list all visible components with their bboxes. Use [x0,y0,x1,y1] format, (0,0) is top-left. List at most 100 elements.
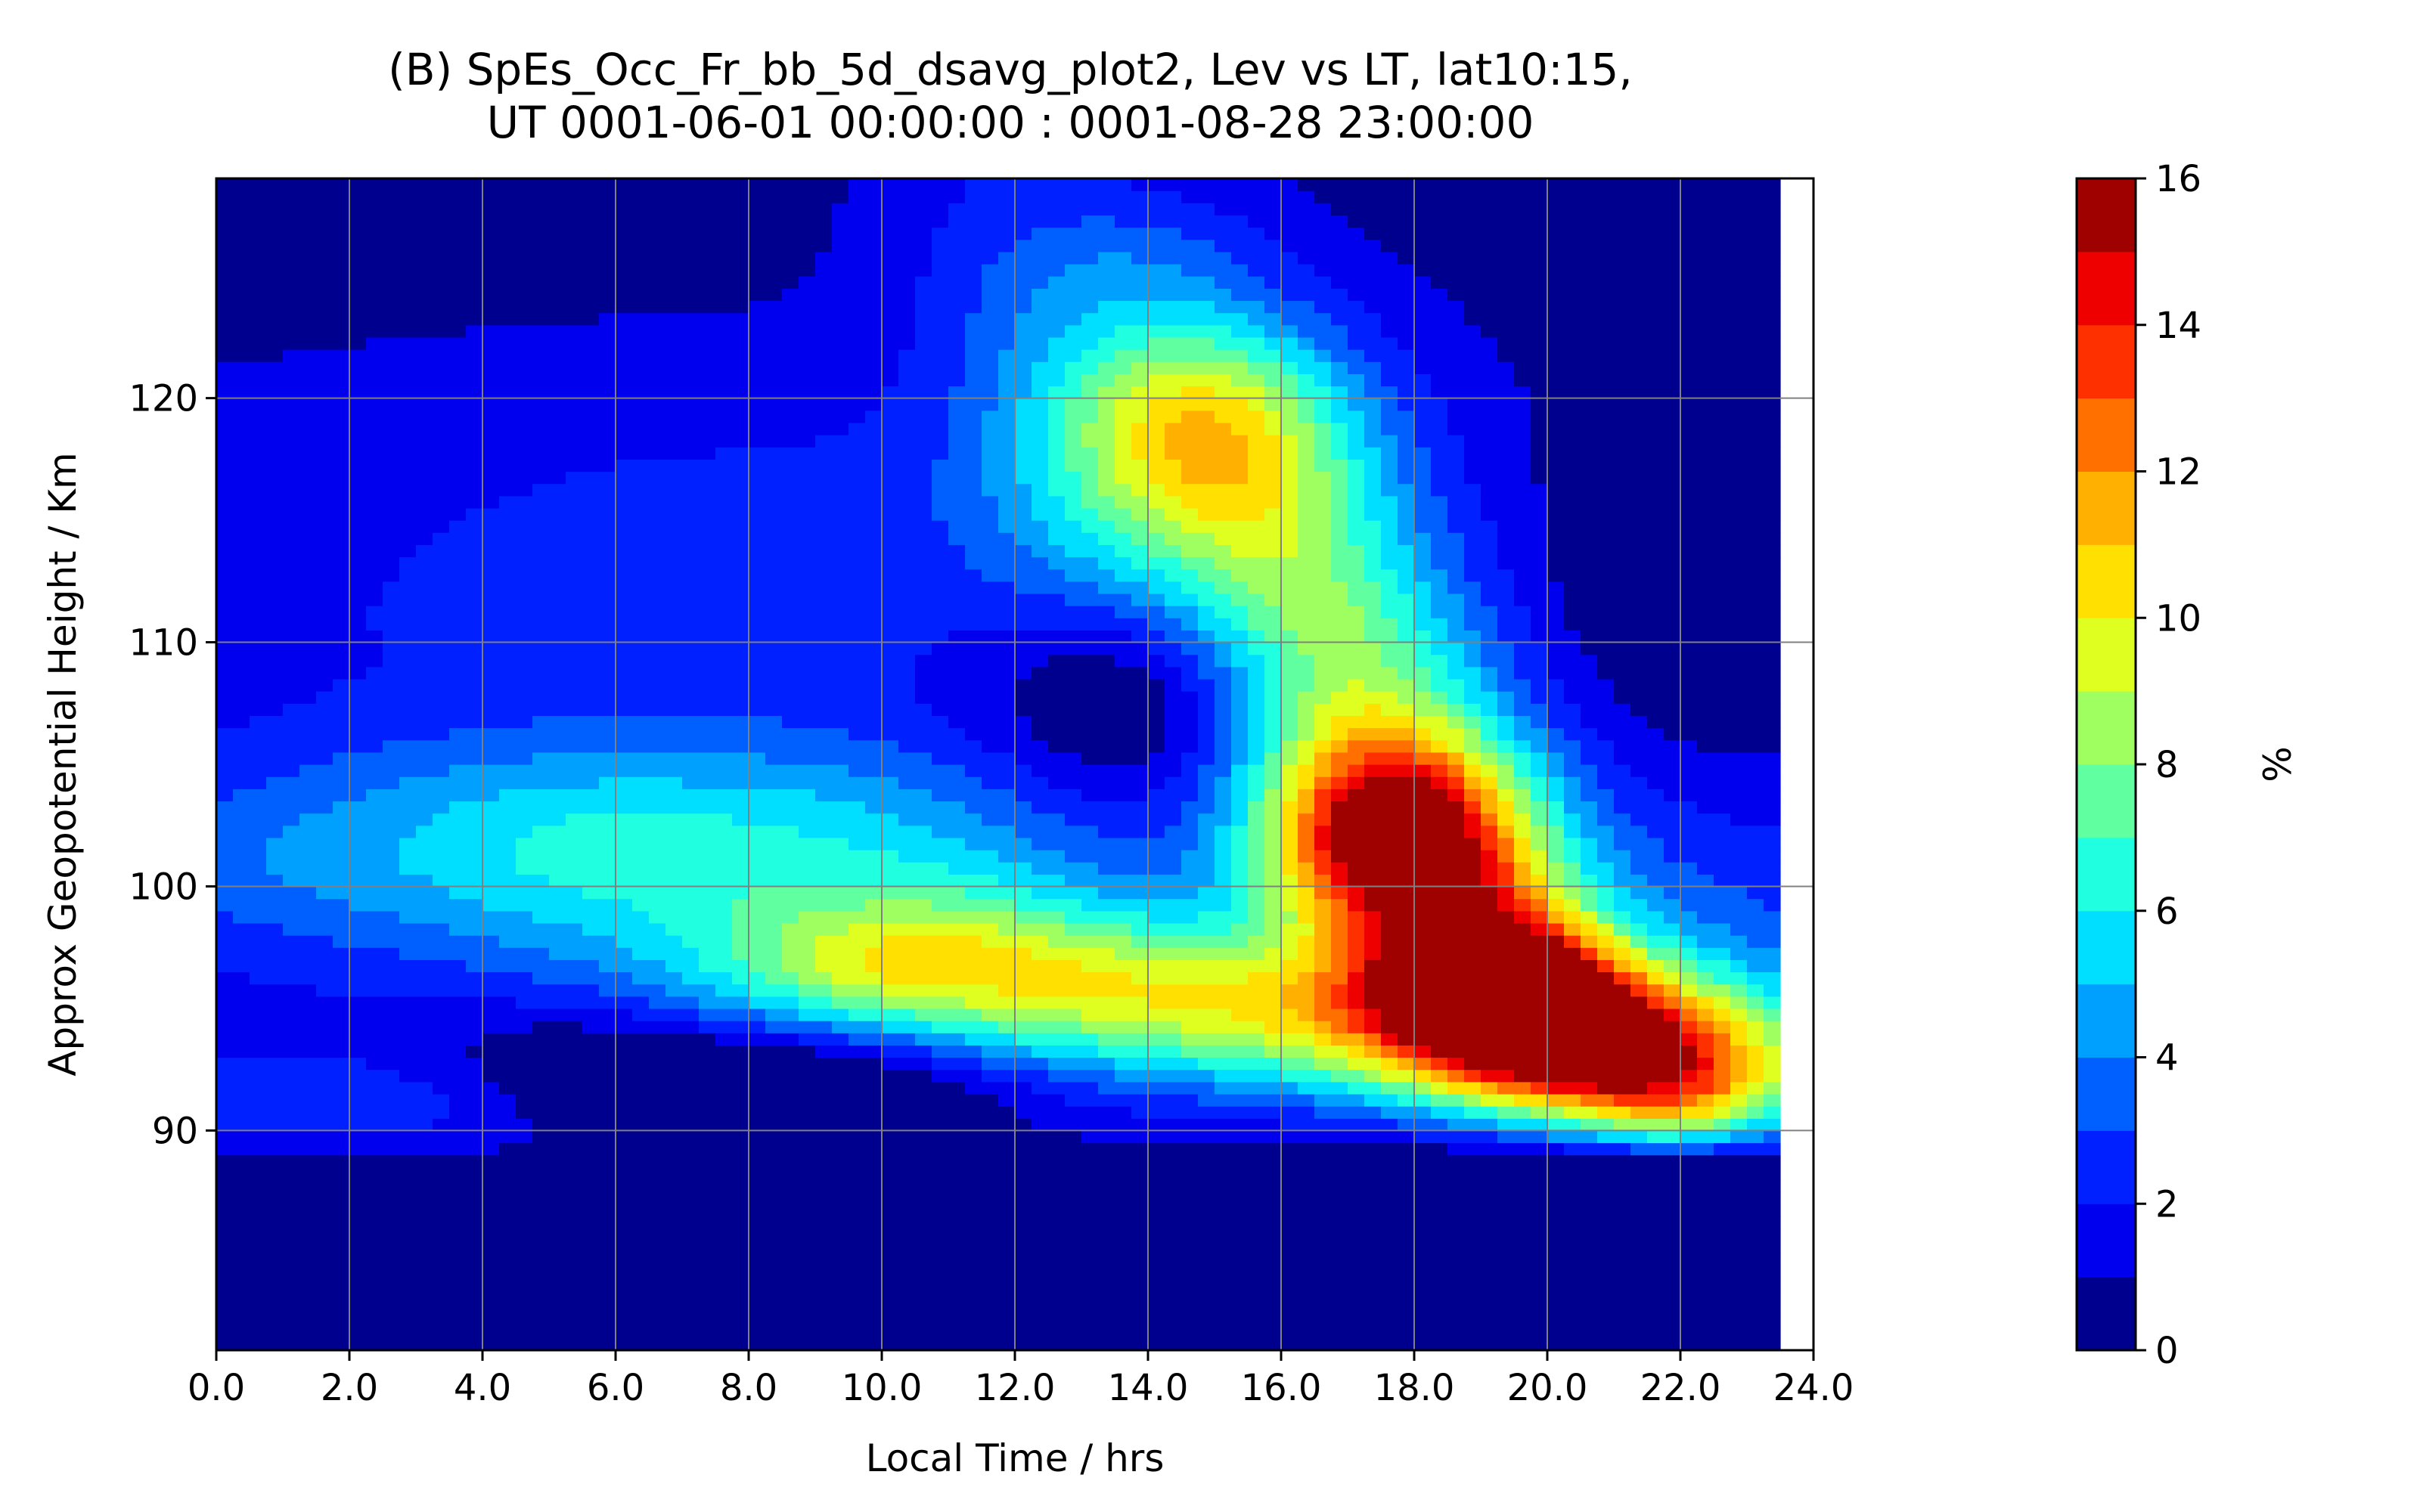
contour-cell [649,1093,666,1107]
contour-cell [682,191,700,203]
contour-cell [449,581,467,594]
contour-cell [932,227,949,240]
contour-cell [882,191,899,203]
contour-cell [266,422,284,435]
contour-cell [482,1228,500,1241]
contour-cell [1048,422,1066,435]
contour-cell [283,593,300,606]
contour-cell [732,751,749,765]
contour-cell [932,1252,949,1266]
contour-cell [1048,1118,1066,1131]
contour-cell [649,886,666,900]
contour-cell [250,288,267,302]
contour-cell [1048,1313,1066,1327]
contour-cell [799,1106,816,1119]
contour-cell [349,959,367,973]
contour-cell [449,874,467,888]
contour-cell [1015,1093,1032,1107]
contour-cell [832,764,849,777]
contour-cell [266,300,284,314]
contour-cell [782,654,799,668]
contour-cell [383,715,400,729]
contour-cell [466,422,483,435]
contour-cell [299,239,317,253]
contour-cell [482,349,500,362]
contour-cell [333,336,350,350]
contour-cell [1032,361,1049,374]
contour-cell [532,251,550,265]
contour-cell [732,642,749,655]
contour-cell [316,520,334,533]
contour-cell [599,203,616,216]
contour-cell [749,789,766,802]
contour-cell [1048,1021,1066,1033]
contour-cell [815,666,833,680]
contour-cell [1015,447,1032,460]
contour-cell [898,507,916,521]
contour-cell [882,349,899,362]
contour-cell [932,1008,949,1021]
contour-cell [715,483,733,497]
contour-cell [399,300,417,314]
contour-cell [433,789,450,802]
contour-cell [516,618,533,631]
contour-cell [516,361,533,374]
contour-cell [316,1191,334,1204]
contour-cell [250,556,267,570]
contour-cell [233,1008,250,1021]
contour-cell [333,239,350,253]
contour-cell [1015,1289,1032,1303]
contour-cell [832,203,849,216]
contour-cell [666,593,683,606]
contour-cell [815,361,833,374]
contour-cell [832,373,849,387]
contour-cell [982,520,999,533]
contour-cell [749,1216,766,1229]
contour-cell [898,1154,916,1168]
contour-cell [632,813,650,826]
contour-cell [299,191,317,203]
contour-cell [566,1045,583,1058]
contour-cell [998,618,1016,631]
contour-cell [932,312,949,326]
contour-cell [233,789,250,802]
contour-cell [316,264,334,277]
contour-cell [898,1142,916,1156]
contour-cell [682,459,700,472]
contour-cell [383,1337,400,1351]
contour-cell [216,1313,234,1327]
contour-cell [566,898,583,912]
contour-cell [216,1204,234,1216]
contour-cell [216,288,234,302]
contour-cell [666,654,683,668]
contour-cell [466,764,483,777]
contour-cell [649,739,666,753]
contour-cell [416,556,433,570]
contour-cell [449,1252,467,1266]
contour-cell [449,606,467,618]
contour-cell [799,532,816,545]
contour-cell [499,336,517,350]
contour-cell [466,410,483,423]
contour-cell [233,837,250,850]
contour-cell [599,825,616,838]
contour-cell [616,422,633,435]
contour-cell [699,239,716,253]
contour-cell [732,1191,749,1204]
contour-cell [849,507,866,521]
contour-cell [250,837,267,850]
contour-cell [316,1033,334,1046]
contour-cell [416,715,433,729]
contour-cell [849,300,866,314]
contour-cell [532,435,550,448]
contour-cell [865,874,883,888]
contour-cell [1065,715,1082,729]
contour-cell [366,191,383,203]
contour-cell [965,630,982,643]
contour-cell [782,288,799,302]
contour-cell [616,1021,633,1033]
contour-cell [932,471,949,485]
contour-cell [532,276,550,289]
contour-cell [316,862,334,875]
contour-cell [433,422,450,435]
